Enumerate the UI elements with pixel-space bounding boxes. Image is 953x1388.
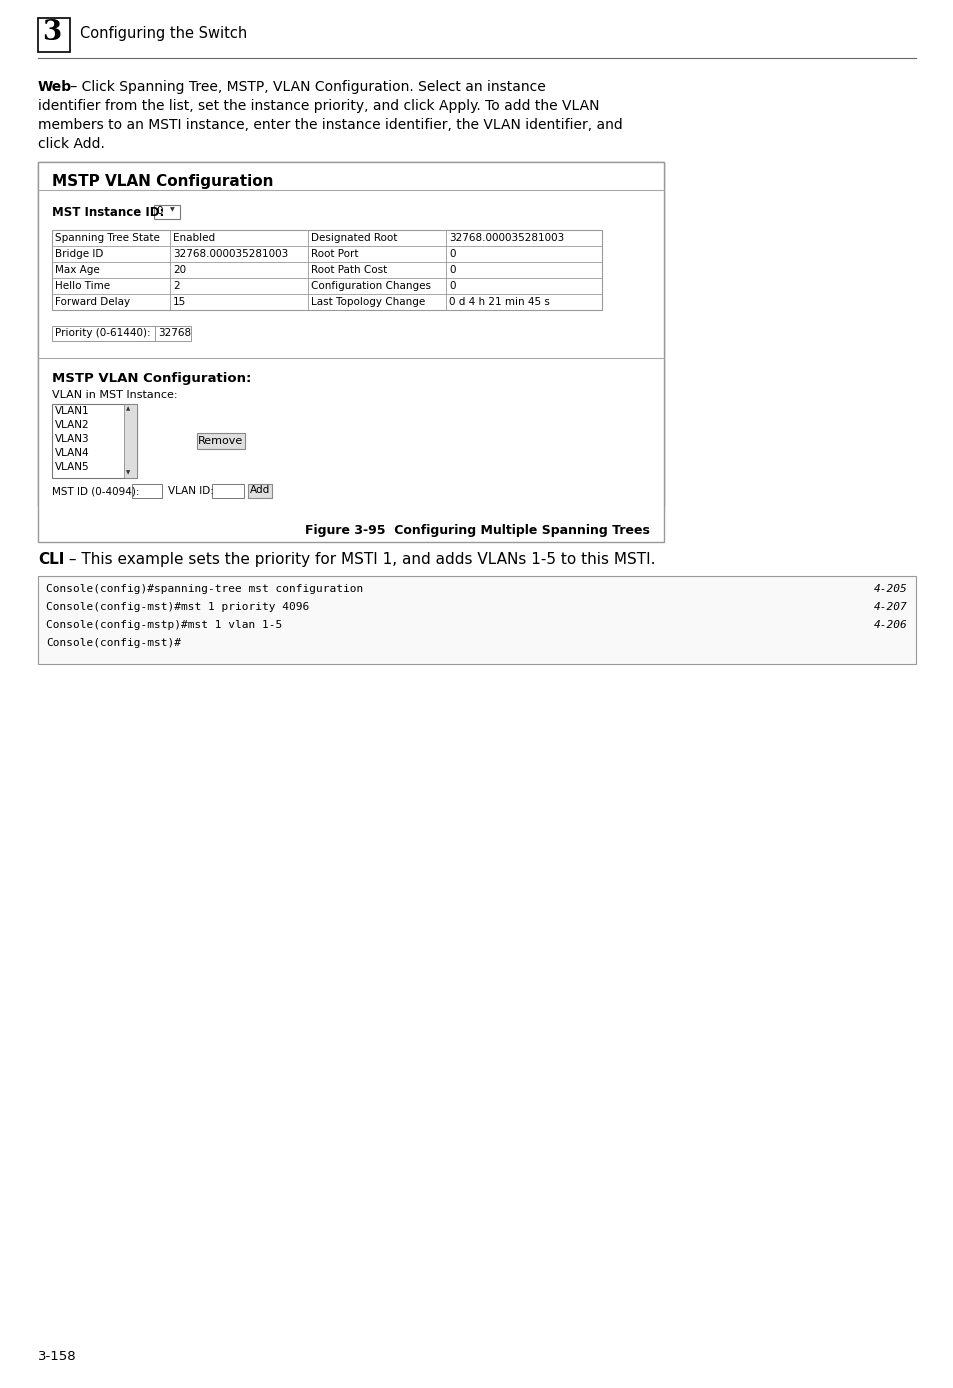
Text: 20: 20 [172, 265, 186, 275]
Text: 2: 2 [172, 280, 179, 290]
Text: MSTP VLAN Configuration: MSTP VLAN Configuration [52, 174, 274, 189]
Text: Figure 3-95  Configuring Multiple Spanning Trees: Figure 3-95 Configuring Multiple Spannin… [304, 525, 649, 537]
Text: 4-207: 4-207 [873, 602, 907, 612]
Bar [248, 484, 272, 498]
Text: CLI: CLI [38, 552, 64, 568]
Bar [124, 404, 137, 477]
Bar [38, 18, 70, 51]
Text: 32768.000035281003: 32768.000035281003 [172, 248, 288, 258]
Text: MST Instance ID:: MST Instance ID: [52, 205, 164, 219]
Text: members to an MSTI instance, enter the instance identifier, the VLAN identifier,: members to an MSTI instance, enter the i… [38, 118, 622, 132]
Text: Console(config-mstp)#mst 1 vlan 1-5: Console(config-mstp)#mst 1 vlan 1-5 [46, 620, 282, 630]
Text: Designated Root: Designated Root [311, 233, 397, 243]
Text: Max Age: Max Age [55, 265, 100, 275]
Text: MST ID (0-4094):: MST ID (0-4094): [52, 486, 139, 496]
Text: Remove: Remove [198, 436, 243, 446]
Text: 0: 0 [449, 248, 455, 258]
Text: Console(config-mst)#: Console(config-mst)# [46, 638, 181, 648]
Text: VLAN2: VLAN2 [55, 421, 90, 430]
Text: VLAN4: VLAN4 [55, 448, 90, 458]
Text: 32768: 32768 [158, 328, 191, 339]
Text: 32768.000035281003: 32768.000035281003 [449, 233, 563, 243]
Bar [38, 18, 43, 51]
Text: Enabled: Enabled [172, 233, 214, 243]
Text: ▼: ▼ [170, 207, 174, 212]
Text: 4-206: 4-206 [873, 620, 907, 630]
Text: Console(config-mst)#mst 1 priority 4096: Console(config-mst)#mst 1 priority 4096 [46, 602, 309, 612]
Text: VLAN in MST Instance:: VLAN in MST Instance: [52, 390, 177, 400]
Text: MSTP VLAN Configuration:: MSTP VLAN Configuration: [52, 372, 251, 384]
Bar [38, 162, 663, 541]
Bar [196, 433, 245, 448]
Bar [52, 404, 137, 477]
Bar [212, 484, 244, 498]
Bar [132, 484, 162, 498]
Text: Add: Add [250, 484, 270, 496]
Bar [52, 230, 601, 310]
Text: Last Topology Change: Last Topology Change [311, 297, 425, 307]
Text: Configuring the Switch: Configuring the Switch [80, 26, 247, 42]
Text: Configuration Changes: Configuration Changes [311, 280, 431, 290]
Text: 0: 0 [449, 265, 455, 275]
Text: ▲: ▲ [126, 407, 131, 411]
Text: ▼: ▼ [126, 471, 131, 475]
Text: Forward Delay: Forward Delay [55, 297, 130, 307]
Text: 3: 3 [42, 19, 61, 46]
Text: Root Path Cost: Root Path Cost [311, 265, 387, 275]
Bar [153, 205, 180, 219]
Text: VLAN ID:: VLAN ID: [168, 486, 213, 496]
Text: 4-205: 4-205 [873, 584, 907, 594]
Text: VLAN5: VLAN5 [55, 462, 90, 472]
Text: 0: 0 [449, 280, 455, 290]
Text: VLAN3: VLAN3 [55, 434, 90, 444]
Text: 3-158: 3-158 [38, 1351, 76, 1363]
Text: – Click Spanning Tree, MSTP, VLAN Configuration. Select an instance: – Click Spanning Tree, MSTP, VLAN Config… [66, 81, 545, 94]
Text: VLAN1: VLAN1 [55, 407, 90, 416]
Text: click Add.: click Add. [38, 137, 105, 151]
Text: Priority (0-61440):: Priority (0-61440): [55, 328, 151, 339]
Text: Bridge ID: Bridge ID [55, 248, 103, 258]
Text: identifier from the list, set the instance priority, and click Apply. To add the: identifier from the list, set the instan… [38, 99, 598, 112]
Text: Web: Web [38, 81, 72, 94]
Text: – This example sets the priority for MSTI 1, and adds VLANs 1-5 to this MSTI.: – This example sets the priority for MST… [64, 552, 655, 568]
Bar [38, 576, 915, 663]
Bar [38, 162, 663, 507]
Text: Spanning Tree State: Spanning Tree State [55, 233, 160, 243]
Text: 0 d 4 h 21 min 45 s: 0 d 4 h 21 min 45 s [449, 297, 549, 307]
Text: Root Port: Root Port [311, 248, 358, 258]
Text: 15: 15 [172, 297, 186, 307]
Text: Console(config)#spanning-tree mst configuration: Console(config)#spanning-tree mst config… [46, 584, 363, 594]
Bar [52, 326, 191, 341]
Text: Hello Time: Hello Time [55, 280, 110, 290]
Text: 0: 0 [156, 205, 162, 217]
